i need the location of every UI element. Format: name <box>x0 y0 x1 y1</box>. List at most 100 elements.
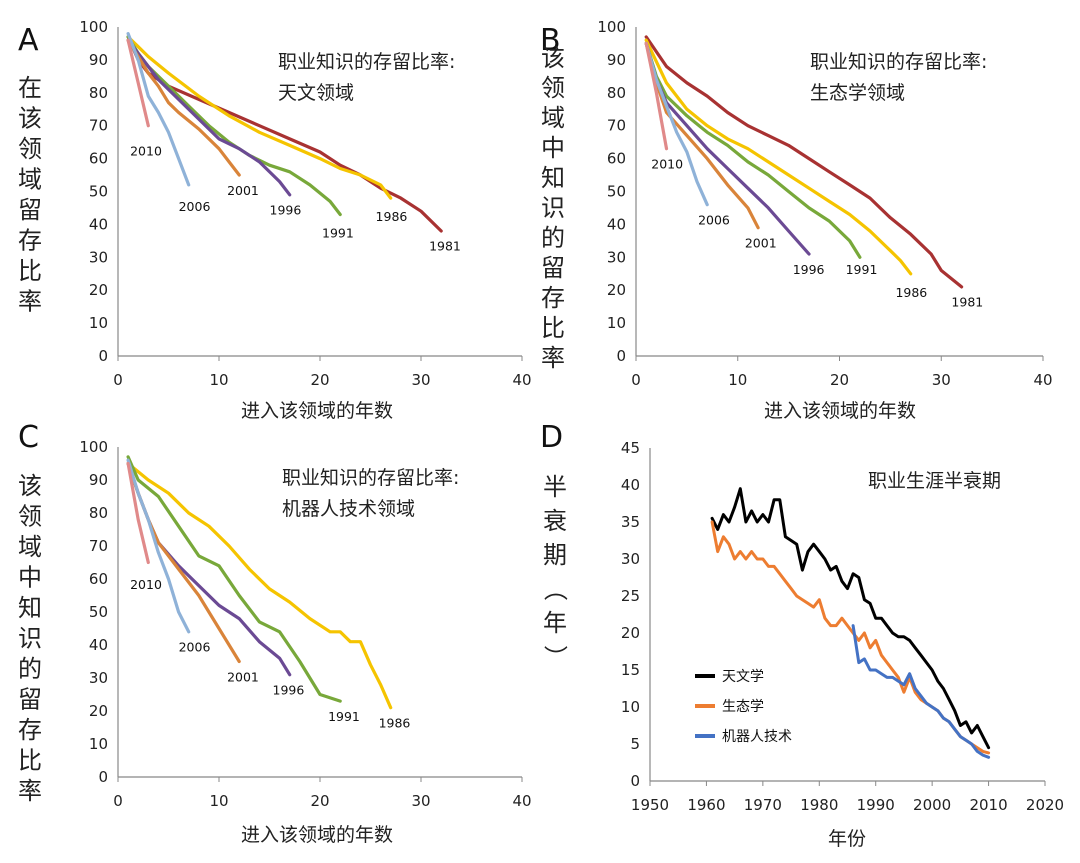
x-axis-title: 年份 <box>828 828 866 850</box>
y-axis-title-char: 留 <box>541 254 565 282</box>
y-tick-label: 90 <box>89 51 108 69</box>
y-tick-label: 80 <box>89 84 108 102</box>
series-line-2001 <box>126 38 241 177</box>
panel-letter: C <box>18 420 39 455</box>
series-line-2001 <box>126 461 241 664</box>
panel-letter: D <box>540 420 563 455</box>
y-axis-title-char: 比 <box>541 314 565 342</box>
y-axis-title-char: 知 <box>541 164 565 192</box>
y-tick-label: 60 <box>89 150 108 168</box>
y-tick-label: 5 <box>630 735 640 753</box>
y-tick-label: 20 <box>89 702 108 720</box>
y-tick-label: 20 <box>89 281 108 299</box>
chart-subtitle: 生态学领域 <box>810 82 905 104</box>
x-tick-label: 1950 <box>631 796 669 814</box>
y-tick-label: 30 <box>621 550 640 568</box>
y-tick-label: 10 <box>89 314 108 332</box>
y-axis-title-char: 年 <box>543 609 567 637</box>
y-tick-label: 25 <box>621 587 640 605</box>
y-tick-label: 30 <box>89 248 108 266</box>
y-axis-title-char: 该 <box>18 105 42 133</box>
series-line-2010 <box>644 41 669 151</box>
y-axis-title-char: 率 <box>541 344 565 372</box>
x-axis-title: 进入该领域的年数 <box>241 400 393 422</box>
x-tick-label: 0 <box>631 371 641 389</box>
y-axis-title-char: 存 <box>18 716 42 744</box>
series-end-label: 1991 <box>322 226 354 241</box>
series-line-1991 <box>644 41 862 259</box>
y-axis-title-char: 领 <box>18 135 42 163</box>
y-tick-label: 50 <box>607 183 626 201</box>
series-line-2006 <box>644 41 709 207</box>
y-axis-title-char: 期 <box>543 541 567 569</box>
y-axis-title-char: 的 <box>541 224 565 252</box>
y-axis-title-char: 中 <box>18 564 42 592</box>
chart-panel-b: 0 10 20 30 40 0 10 20 30 40 50 60 70 80 90 100 B该领域中知识的留… <box>540 18 1053 422</box>
y-tick-label: 40 <box>607 215 626 233</box>
panel-letter: A <box>18 23 39 58</box>
y-axis-title-char: 知 <box>18 594 42 622</box>
y-axis-title-char: 在 <box>18 74 42 102</box>
y-tick-label: 90 <box>89 471 108 489</box>
y-axis-title-char: 域 <box>541 104 565 132</box>
y-axis-title-char: 衰 <box>543 507 567 535</box>
y-axis-title-char: 比 <box>18 747 42 775</box>
series-end-label: 1986 <box>895 285 927 300</box>
chart-subtitle: 天文领域 <box>278 82 354 104</box>
chart-title: 职业知识的存留比率: <box>278 51 455 73</box>
x-tick-label: 0 <box>113 371 123 389</box>
y-axis-title-char: 域 <box>18 533 42 561</box>
x-tick-label: 20 <box>830 371 849 389</box>
series-end-label: 2010 <box>651 156 683 171</box>
y-axis-title-char: 领 <box>541 74 565 102</box>
y-tick-label: 20 <box>607 281 626 299</box>
x-tick-label: 2020 <box>1026 796 1064 814</box>
chart-title: 职业生涯半衰期 <box>868 470 1001 492</box>
y-axis-title-char: 域 <box>18 166 42 194</box>
chart-panel-a: 0 10 20 30 400102030405060708090100A在该领域留存比率… <box>18 18 532 422</box>
x-tick-label: 40 <box>512 792 531 810</box>
series-line-天文学 <box>710 487 991 750</box>
series-line-机器人技术 <box>851 624 991 759</box>
series-end-label: 1986 <box>379 716 411 731</box>
y-tick-label: 60 <box>89 570 108 588</box>
series-end-label: 1996 <box>270 203 302 218</box>
x-tick-label: 1980 <box>800 796 838 814</box>
series-end-label: 1991 <box>328 709 360 724</box>
series-end-label: 2001 <box>227 669 259 684</box>
chart-title: 职业知识的存留比率: <box>282 467 459 489</box>
series-end-label: 1996 <box>273 683 305 698</box>
chart-subtitle: 机器人技术领域 <box>282 498 415 520</box>
x-tick-label: 10 <box>209 792 228 810</box>
y-axis-title-char: 存 <box>18 227 42 255</box>
series-end-label: 1986 <box>376 209 408 224</box>
y-tick-label: 80 <box>89 504 108 522</box>
y-axis-title-char: 存 <box>541 284 565 312</box>
legend-label: 天文学 <box>722 669 764 685</box>
y-tick-label: 45 <box>621 439 640 457</box>
y-tick-label: 90 <box>607 51 626 69</box>
y-tick-label: 0 <box>630 772 640 790</box>
series-end-label: 2006 <box>698 212 730 227</box>
x-tick-label: 20 <box>310 792 329 810</box>
y-axis-title-char: 识 <box>18 625 42 653</box>
y-axis-title-char: ） <box>541 645 569 669</box>
y-axis-title-char: 识 <box>541 194 565 222</box>
y-tick-label: 100 <box>597 18 626 36</box>
y-tick-label: 50 <box>89 183 108 201</box>
series-line-1986 <box>644 38 913 276</box>
series-line-2010 <box>126 38 150 128</box>
y-tick-label: 15 <box>621 661 640 679</box>
series-end-label: 2001 <box>745 235 777 250</box>
x-tick-label: 2010 <box>969 796 1007 814</box>
series-line-2006 <box>126 458 191 634</box>
y-axis-title-char: 的 <box>18 655 42 683</box>
x-tick-label: 20 <box>310 371 329 389</box>
chart-panel-c: 0 10 20 30 400102030405060708090100C该领域中知识的留… <box>18 420 532 846</box>
series-line-1986 <box>126 35 393 200</box>
y-axis-title-char: 半 <box>543 473 567 501</box>
series-end-label: 1981 <box>951 295 983 310</box>
y-axis-title: 半衰期 （ 年 ） <box>541 473 569 669</box>
